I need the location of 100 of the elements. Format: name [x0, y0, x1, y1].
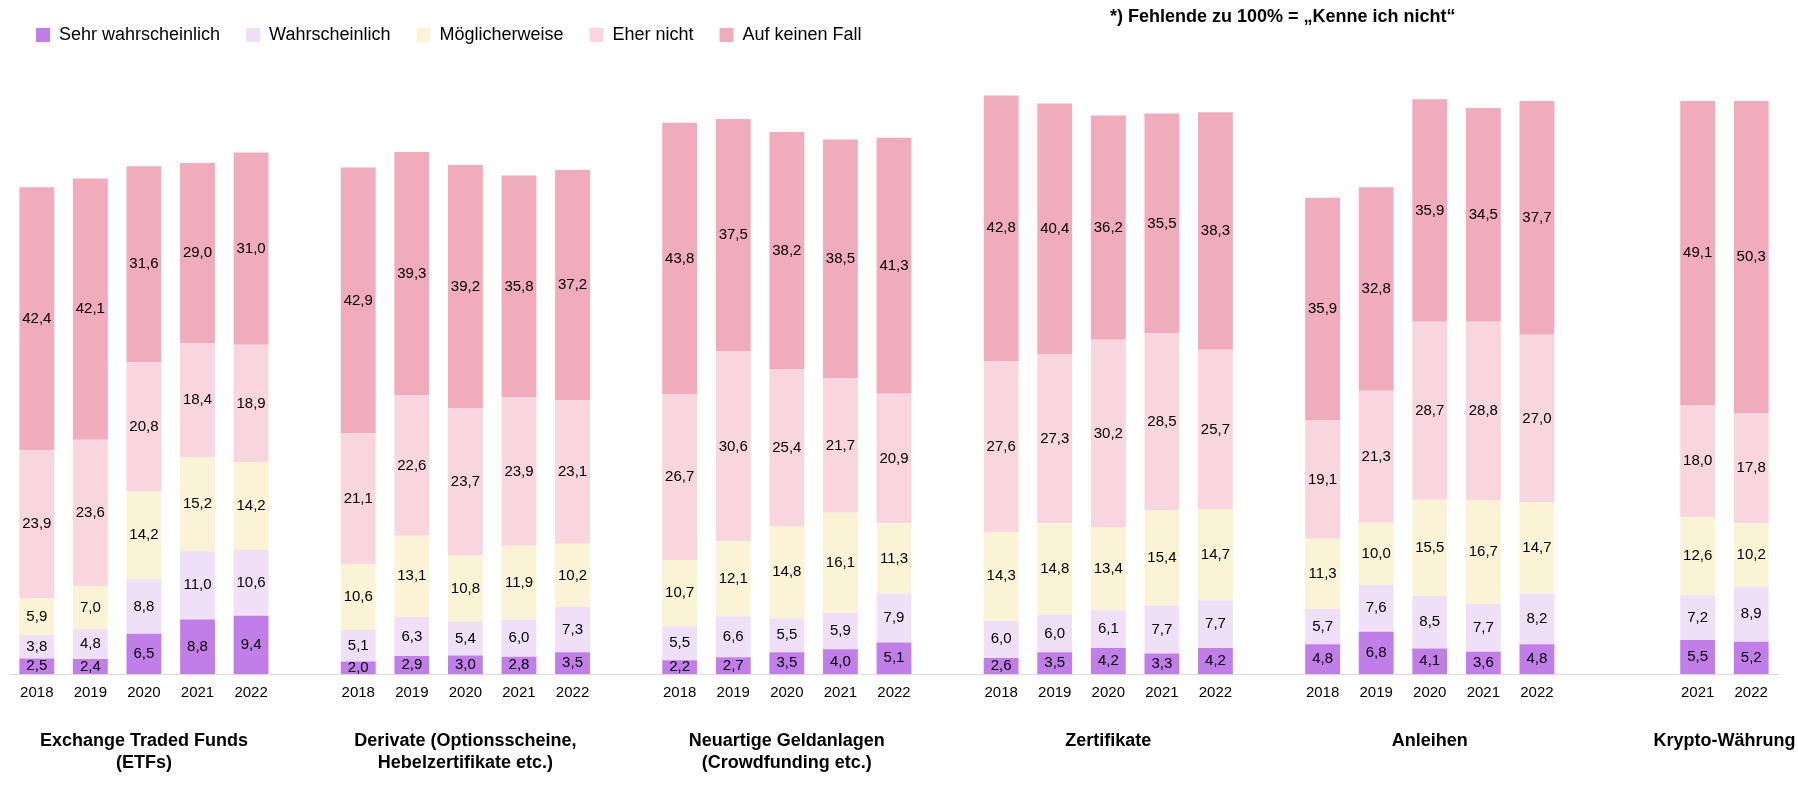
bar — [233, 152, 269, 345]
bar — [1680, 101, 1716, 406]
data-label: 40,4 — [1040, 218, 1070, 236]
data-label: 28,5 — [1147, 412, 1177, 430]
data-label: 3,5 — [776, 653, 798, 671]
x-tick-label: 2019 — [1359, 683, 1393, 701]
bar — [1519, 334, 1555, 503]
data-label: 5,1 — [883, 648, 905, 666]
data-label: 4,2 — [1205, 651, 1226, 669]
x-tick-label: 2019 — [716, 683, 750, 701]
bar — [876, 523, 912, 594]
data-label: 7,7 — [1472, 617, 1494, 635]
bar — [1090, 527, 1126, 611]
bar — [1198, 600, 1233, 648]
data-label: 30,2 — [1093, 423, 1123, 441]
x-tick-label: 2018 — [20, 683, 54, 701]
bar — [1198, 509, 1233, 601]
bar — [1144, 510, 1180, 606]
data-label: 10,7 — [665, 583, 695, 601]
data-label: 17,8 — [1736, 458, 1766, 476]
bar — [72, 178, 108, 440]
data-label: 7,2 — [1687, 607, 1709, 625]
data-label: 32,8 — [1361, 279, 1391, 297]
x-tick-label: 2022 — [877, 683, 911, 701]
data-label: 11,3 — [879, 548, 909, 566]
bar — [823, 612, 858, 650]
data-label: 36,2 — [1093, 217, 1123, 235]
data-label: 2,5 — [26, 656, 48, 674]
data-label: 43,8 — [665, 248, 695, 266]
data-label: 35,5 — [1147, 213, 1177, 231]
bar — [1733, 586, 1769, 642]
bar — [180, 342, 215, 457]
data-label: 7,9 — [883, 608, 905, 626]
data-label: 6,6 — [722, 626, 744, 644]
x-tick-label: 2021 — [180, 683, 215, 701]
data-label: 34,5 — [1468, 205, 1498, 223]
bar — [983, 532, 1019, 621]
bar — [1412, 648, 1448, 674]
bar — [1733, 101, 1769, 413]
legend-label: Wahrscheinlich — [269, 23, 391, 44]
data-label: 5,9 — [26, 606, 48, 624]
x-tick-label: 2021 — [1466, 683, 1501, 701]
bar — [180, 619, 215, 674]
x-tick-label: 2020 — [127, 683, 161, 701]
bar — [394, 395, 430, 536]
bar — [1198, 349, 1233, 510]
data-label: 49,1 — [1683, 243, 1713, 261]
bar — [340, 433, 376, 565]
data-label: 4,8 — [79, 634, 101, 652]
bar — [1465, 321, 1501, 501]
data-label: 22,6 — [397, 455, 427, 473]
x-tick-label: 2020 — [448, 683, 483, 701]
data-label: 9,4 — [240, 635, 262, 652]
bar — [1305, 538, 1341, 609]
bar — [823, 512, 858, 613]
data-label: 23,9 — [504, 461, 534, 479]
bar — [1358, 522, 1394, 585]
bar — [1090, 610, 1126, 648]
data-label: 10,2 — [1736, 545, 1766, 563]
bar — [1358, 631, 1394, 674]
bar — [769, 618, 805, 653]
bar — [72, 629, 108, 660]
data-label: 38,3 — [1200, 221, 1231, 239]
data-label: 5,4 — [454, 628, 476, 646]
data-label: 5,5 — [669, 633, 691, 651]
data-label: 10,6 — [343, 587, 373, 605]
data-label: 10,0 — [1361, 543, 1391, 561]
legend-label: Möglicherweise — [439, 23, 564, 44]
data-label: 21,1 — [343, 488, 373, 506]
bar — [1305, 608, 1341, 645]
data-label: 16,7 — [1468, 542, 1498, 560]
data-label: 8,8 — [187, 636, 208, 654]
data-label: 5,5 — [1687, 647, 1709, 665]
data-label: 8,5 — [1419, 612, 1441, 630]
bar — [715, 616, 751, 658]
data-label: 41,3 — [879, 255, 909, 273]
bar — [447, 164, 483, 409]
data-label: 27,3 — [1040, 428, 1070, 446]
data-label: 6,5 — [133, 643, 155, 661]
bar — [1358, 187, 1394, 391]
data-label: 21,3 — [1361, 446, 1391, 464]
data-label: 2,9 — [401, 655, 423, 673]
data-label: 42,8 — [986, 218, 1016, 236]
data-label: 15,4 — [1147, 548, 1177, 566]
bar — [180, 457, 215, 552]
data-label: 37,7 — [1522, 208, 1552, 226]
bar — [501, 545, 537, 620]
bar — [715, 351, 751, 542]
text: Krypto-Währung — [1653, 729, 1796, 750]
data-label: 25,4 — [772, 437, 802, 455]
data-label: 18,9 — [236, 393, 266, 411]
data-label: 21,7 — [825, 435, 856, 453]
data-label: 13,1 — [397, 566, 427, 584]
data-label: 26,7 — [665, 467, 695, 485]
data-label: 5,2 — [1740, 648, 1762, 666]
bar — [1037, 354, 1073, 524]
bar — [769, 526, 805, 619]
bar — [1412, 499, 1448, 596]
bar — [662, 122, 698, 395]
data-label: 3,5 — [1044, 653, 1066, 671]
